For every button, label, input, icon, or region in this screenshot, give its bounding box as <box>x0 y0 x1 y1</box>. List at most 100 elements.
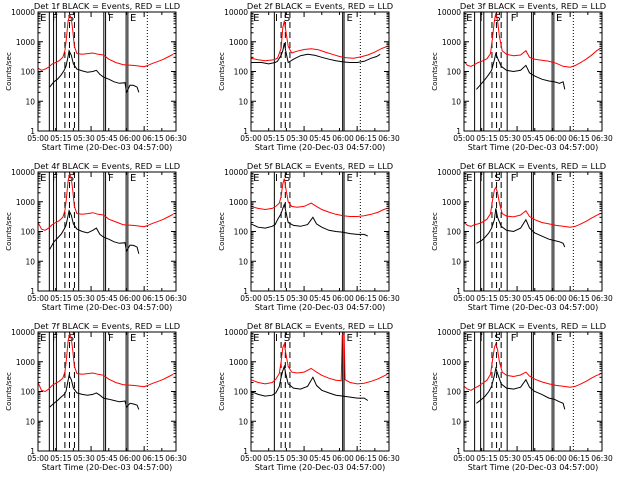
marker-letter: E <box>40 173 46 184</box>
x-tick-label: 05:15 <box>50 134 72 143</box>
x-tick-label: 05:30 <box>286 134 308 143</box>
marker-letter: E <box>253 333 259 344</box>
y-tick-label: 1 <box>243 127 248 136</box>
x-tick-label: 06:00 <box>545 134 567 143</box>
series-events-line <box>250 364 369 401</box>
y-tick-label: 100 <box>447 228 462 237</box>
marker-letter: F <box>108 13 114 24</box>
series-lld-line <box>37 13 174 71</box>
marker-letter: E <box>130 13 136 24</box>
panel-title: Det 4f BLACK = Events, RED = LLD <box>34 161 180 171</box>
x-tick-label: 05:15 <box>476 294 498 303</box>
marker-letter: E <box>556 173 562 184</box>
marker-letter: S <box>284 333 290 344</box>
x-tick-label: 06:15 <box>568 454 590 463</box>
series-lld-line <box>250 334 388 385</box>
marker-letter: E <box>347 333 353 344</box>
y-axis-label: Counts/sec <box>431 372 439 411</box>
x-tick-label: 06:30 <box>378 294 400 303</box>
x-tick-label: 05:15 <box>263 454 285 463</box>
y-tick-label: 100 <box>21 228 36 237</box>
marker-letter: I <box>275 173 278 184</box>
y-tick-label: 1 <box>243 447 248 456</box>
marker-letter: E <box>253 173 259 184</box>
x-tick-label: 05:30 <box>73 134 95 143</box>
series-events-line <box>250 202 369 237</box>
x-axis-label: Start Time (20-Dec-03 04:57:00) <box>255 143 386 152</box>
x-axis-label: Start Time (20-Dec-03 04:57:00) <box>42 143 173 152</box>
series-events-line <box>49 49 140 94</box>
x-tick-label: 05:15 <box>476 454 498 463</box>
plot-frame <box>250 171 390 292</box>
series-lld-line <box>37 173 174 231</box>
series-events-line <box>49 209 140 254</box>
y-tick-label: 10000 <box>11 8 35 17</box>
marker-letter: E <box>130 333 136 344</box>
y-tick-label: 1000 <box>16 38 35 47</box>
x-tick-label: 06:15 <box>142 454 164 463</box>
series-events-line <box>251 43 381 65</box>
marker-letter: E <box>466 13 472 24</box>
marker-letter: I <box>480 173 483 184</box>
marker-letter: E <box>347 13 353 24</box>
plot-frame <box>250 331 390 452</box>
plot-frame <box>37 171 177 292</box>
x-tick-label: 05:15 <box>263 294 285 303</box>
x-tick-label: 05:15 <box>263 134 285 143</box>
y-tick-label: 10000 <box>437 8 461 17</box>
series-lld-line <box>463 342 601 391</box>
y-tick-label: 10 <box>451 97 461 106</box>
panel-title: Det 7f BLACK = Events, RED = LLD <box>34 321 180 331</box>
x-tick-label: 06:00 <box>332 454 354 463</box>
y-axis-label: Counts/sec <box>5 212 13 251</box>
x-axis-label: Start Time (20-Dec-03 04:57:00) <box>468 143 599 152</box>
x-tick-label: 05:30 <box>499 454 521 463</box>
x-tick-label: 05:45 <box>309 134 331 143</box>
plot-frame <box>37 331 177 452</box>
y-tick-label: 1000 <box>229 198 248 207</box>
y-tick-label: 10000 <box>437 328 461 337</box>
y-tick-label: 10000 <box>11 168 35 177</box>
x-tick-label: 06:15 <box>568 294 590 303</box>
x-tick-label: 05:30 <box>286 454 308 463</box>
x-tick-label: 06:15 <box>355 294 377 303</box>
marker-letter: F <box>52 333 58 344</box>
x-tick-label: 05:00 <box>27 134 49 143</box>
x-axis-label: Start Time (20-Dec-03 04:57:00) <box>468 303 599 312</box>
x-tick-label: 06:30 <box>378 454 400 463</box>
x-tick-label: 06:30 <box>165 294 187 303</box>
panel-title: Det 5f BLACK = Events, RED = LLD <box>247 161 393 171</box>
x-tick-label: 05:15 <box>476 134 498 143</box>
x-tick-label: 06:15 <box>355 134 377 143</box>
x-tick-label: 05:00 <box>453 134 475 143</box>
y-axis-label: Counts/sec <box>431 212 439 251</box>
x-axis-label: Start Time (20-Dec-03 04:57:00) <box>42 303 173 312</box>
y-tick-label: 1000 <box>442 198 461 207</box>
marker-letter: E <box>466 173 472 184</box>
y-axis-label: Counts/sec <box>5 52 13 91</box>
marker-letter: F <box>52 13 58 24</box>
panel-title: Det 3f BLACK = Events, RED = LLD <box>460 1 606 11</box>
panel-title: Det 2f BLACK = Events, RED = LLD <box>247 1 393 11</box>
y-axis-label: Counts/sec <box>218 212 226 251</box>
x-tick-label: 06:00 <box>119 294 141 303</box>
marker-letter: E <box>556 333 562 344</box>
y-tick-label: 10000 <box>11 328 35 337</box>
x-tick-label: 05:00 <box>27 294 49 303</box>
y-tick-label: 1 <box>30 127 35 136</box>
y-tick-label: 10 <box>25 417 35 426</box>
y-tick-label: 10 <box>238 97 248 106</box>
x-tick-label: 06:00 <box>545 454 567 463</box>
series-lld-line <box>250 178 388 217</box>
panel-title: Det 1f BLACK = Events, RED = LLD <box>34 1 180 11</box>
x-tick-label: 06:30 <box>591 454 613 463</box>
y-tick-label: 100 <box>21 388 36 397</box>
x-tick-label: 05:00 <box>453 454 475 463</box>
marker-letter: E <box>556 13 562 24</box>
marker-letter: S <box>494 13 500 24</box>
panel-det-8: Det 8f BLACK = Events, RED = LLD E I S E 05:0… <box>218 321 400 472</box>
series-lld-line <box>463 186 601 228</box>
